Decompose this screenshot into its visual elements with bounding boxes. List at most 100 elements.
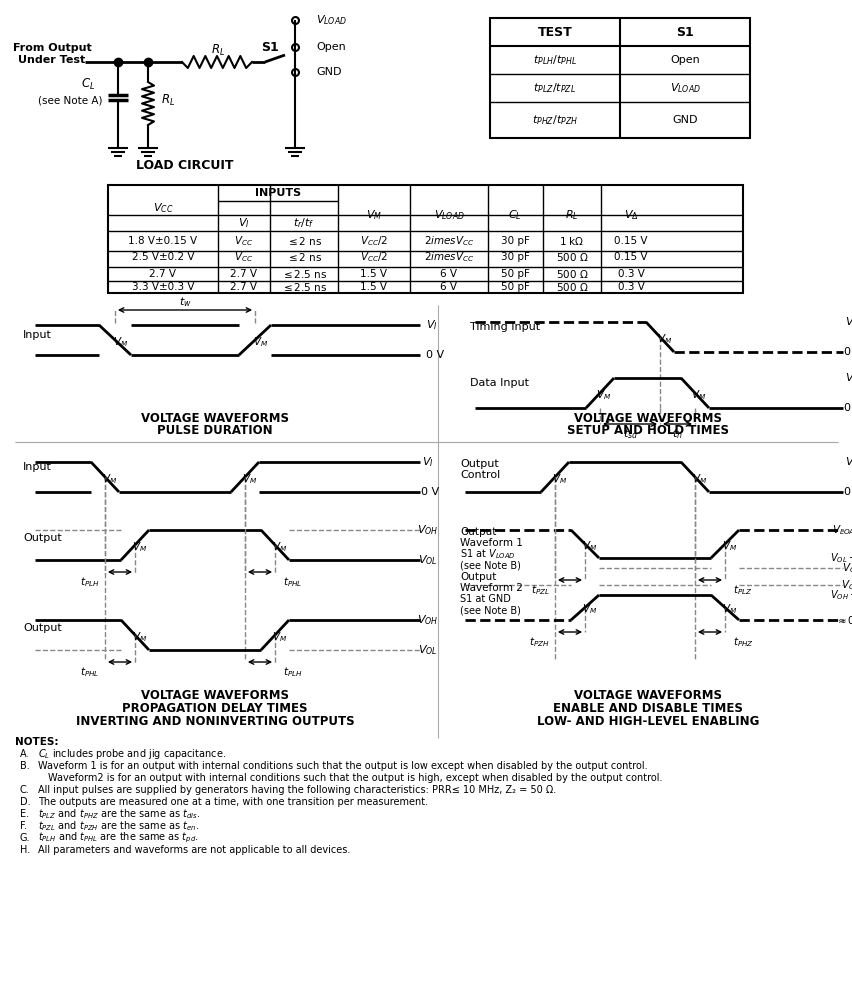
Text: $V_{LOAD}$: $V_{LOAD}$	[433, 208, 464, 222]
Text: VOLTAGE WAVEFORMS: VOLTAGE WAVEFORMS	[573, 411, 721, 424]
Text: INVERTING AND NONINVERTING OUTPUTS: INVERTING AND NONINVERTING OUTPUTS	[76, 715, 354, 728]
Text: Output: Output	[459, 459, 498, 469]
Text: $t_w$: $t_w$	[178, 295, 191, 309]
Text: $t_{PHZ}/t_{PZH}$: $t_{PHZ}/t_{PZH}$	[531, 114, 578, 127]
Text: 50 pF: 50 pF	[500, 269, 529, 279]
Text: E.: E.	[20, 809, 29, 819]
Text: 2.5 V±0.2 V: 2.5 V±0.2 V	[131, 252, 194, 262]
Text: F.: F.	[20, 821, 27, 831]
Text: $V_{OL}+V_\Delta$: $V_{OL}+V_\Delta$	[829, 551, 852, 565]
Text: $R_L$: $R_L$	[161, 92, 175, 108]
Text: $2	imes V_{CC}$: $2 imes V_{CC}$	[423, 234, 474, 248]
Text: $C_L$: $C_L$	[81, 76, 95, 91]
Text: $R_L$: $R_L$	[565, 208, 579, 222]
Text: $t_h$: $t_h$	[671, 427, 682, 441]
Text: $V_{CC}$: $V_{CC}$	[234, 250, 253, 264]
Text: $V_M$: $V_M$	[366, 208, 382, 222]
Text: 0.15 V: 0.15 V	[613, 252, 647, 262]
Text: 50 pF: 50 pF	[500, 282, 529, 292]
Text: 1.5 V: 1.5 V	[360, 269, 387, 279]
Text: Control: Control	[459, 470, 499, 480]
Text: 500 $\Omega$: 500 $\Omega$	[556, 281, 588, 293]
Text: SETUP AND HOLD TIMES: SETUP AND HOLD TIMES	[567, 423, 728, 436]
Text: $V_{OL}$: $V_{OL}$	[417, 553, 437, 567]
Text: $V_{OL}$: $V_{OL}$	[841, 561, 852, 575]
Text: $V_I$: $V_I$	[844, 455, 852, 469]
Text: A.: A.	[20, 749, 30, 759]
Text: $t_{PZL}$ and $t_{PZH}$ are the same as $t_{en}$.: $t_{PZL}$ and $t_{PZH}$ are the same as …	[38, 819, 199, 833]
Text: $V_{OL}$: $V_{OL}$	[417, 643, 437, 657]
Text: $V_I$: $V_I$	[426, 319, 437, 332]
Text: INPUTS: INPUTS	[255, 188, 301, 198]
Text: Timing Input: Timing Input	[469, 322, 539, 332]
Bar	[108, 185, 742, 293]
Text: 6 V: 6 V	[440, 282, 457, 292]
Text: VOLTAGE WAVEFORMS: VOLTAGE WAVEFORMS	[141, 688, 289, 701]
Text: Under Test: Under Test	[19, 55, 85, 65]
Text: (see Note B): (see Note B)	[459, 605, 521, 615]
Text: G.: G.	[20, 833, 31, 843]
Text: 0.15 V: 0.15 V	[613, 236, 647, 246]
Text: $V_M$: $V_M$	[242, 472, 257, 485]
Text: 0.3 V: 0.3 V	[617, 269, 643, 279]
Text: $V_M$: $V_M$	[692, 472, 707, 485]
Text: $V_{OH}$: $V_{OH}$	[417, 523, 438, 537]
Text: $V_I$: $V_I$	[238, 216, 250, 230]
Text: 1.5 V: 1.5 V	[360, 282, 387, 292]
Text: $V_{LOAD}$: $V_{LOAD}$	[315, 13, 347, 27]
Text: $V_M$: $V_M$	[113, 335, 129, 349]
Text: All input pulses are supplied by generators having the following characteristics: All input pulses are supplied by generat…	[38, 785, 556, 795]
Text: 500 $\Omega$: 500 $\Omega$	[556, 251, 588, 263]
Text: VOLTAGE WAVEFORMS: VOLTAGE WAVEFORMS	[141, 411, 289, 424]
Text: All parameters and waveforms are not applicable to all devices.: All parameters and waveforms are not app…	[38, 845, 350, 855]
Text: B.: B.	[20, 761, 30, 771]
Text: $V_M$: $V_M$	[722, 603, 737, 616]
Text: $V_{LOAD}/2$: $V_{LOAD}/2$	[831, 523, 852, 537]
Text: $V_M$: $V_M$	[657, 332, 671, 346]
Text: $2	imes V_{CC}$: $2 imes V_{CC}$	[423, 250, 474, 264]
Text: S1 at GND: S1 at GND	[459, 594, 510, 604]
Text: H.: H.	[20, 845, 30, 855]
Text: $\leq$2 ns: $\leq$2 ns	[285, 251, 322, 263]
Text: $V_M$: $V_M$	[253, 335, 268, 349]
Text: 0 V: 0 V	[843, 487, 852, 497]
Text: $\leq$2.5 ns: $\leq$2.5 ns	[280, 268, 326, 280]
Text: $t_{su}$: $t_{su}$	[622, 427, 636, 441]
Text: $V_M$: $V_M$	[582, 603, 597, 616]
Text: C.: C.	[20, 785, 30, 795]
Text: From Output: From Output	[13, 43, 91, 53]
Text: $\leq$2.5 ns: $\leq$2.5 ns	[280, 281, 326, 293]
Text: $t_{PLH}$: $t_{PLH}$	[283, 665, 302, 679]
Text: Input: Input	[23, 462, 52, 472]
Text: $t_r/t_f$: $t_r/t_f$	[293, 216, 314, 230]
Text: (see Note A): (see Note A)	[37, 95, 102, 105]
Text: $V_{CC}/2$: $V_{CC}/2$	[360, 250, 388, 264]
Text: $V_M$: $V_M$	[102, 472, 118, 485]
Text: Open: Open	[670, 55, 699, 65]
Text: $V_{CC}/2$: $V_{CC}/2$	[360, 234, 388, 248]
Text: $t_{PHL}$: $t_{PHL}$	[80, 665, 100, 679]
Text: $V_M$: $V_M$	[272, 630, 287, 644]
Text: 1.8 V±0.15 V: 1.8 V±0.15 V	[129, 236, 198, 246]
Text: GND: GND	[315, 67, 341, 77]
Text: $t_{PLH}$: $t_{PLH}$	[80, 575, 100, 589]
Text: $V_{OH}$: $V_{OH}$	[840, 578, 852, 592]
Text: $R_L$: $R_L$	[210, 42, 225, 57]
Text: $V_M$: $V_M$	[272, 540, 287, 554]
Text: $V_I$: $V_I$	[844, 371, 852, 385]
Text: $V_M$: $V_M$	[691, 388, 705, 402]
Text: 6 V: 6 V	[440, 269, 457, 279]
Text: $t_{PLZ}/t_{PZL}$: $t_{PLZ}/t_{PZL}$	[532, 81, 576, 94]
Text: Output: Output	[459, 527, 496, 537]
Text: Waveform 1: Waveform 1	[459, 538, 522, 548]
Text: $t_{PHZ}$: $t_{PHZ}$	[732, 635, 753, 649]
Text: Output: Output	[23, 533, 61, 543]
Text: $V_M$: $V_M$	[552, 472, 567, 485]
Text: $V_M$: $V_M$	[596, 388, 611, 402]
Text: $\leq$2 ns: $\leq$2 ns	[285, 235, 322, 247]
Text: $V_I$: $V_I$	[422, 455, 434, 469]
Text: $V_{OH}$: $V_{OH}$	[417, 613, 438, 627]
Text: Output: Output	[459, 572, 496, 582]
Text: 2.7 V: 2.7 V	[230, 269, 257, 279]
Text: $t_{PLH}$ and $t_{PHL}$ are the same as $t_{pd}$.: $t_{PLH}$ and $t_{PHL}$ are the same as …	[38, 831, 199, 845]
